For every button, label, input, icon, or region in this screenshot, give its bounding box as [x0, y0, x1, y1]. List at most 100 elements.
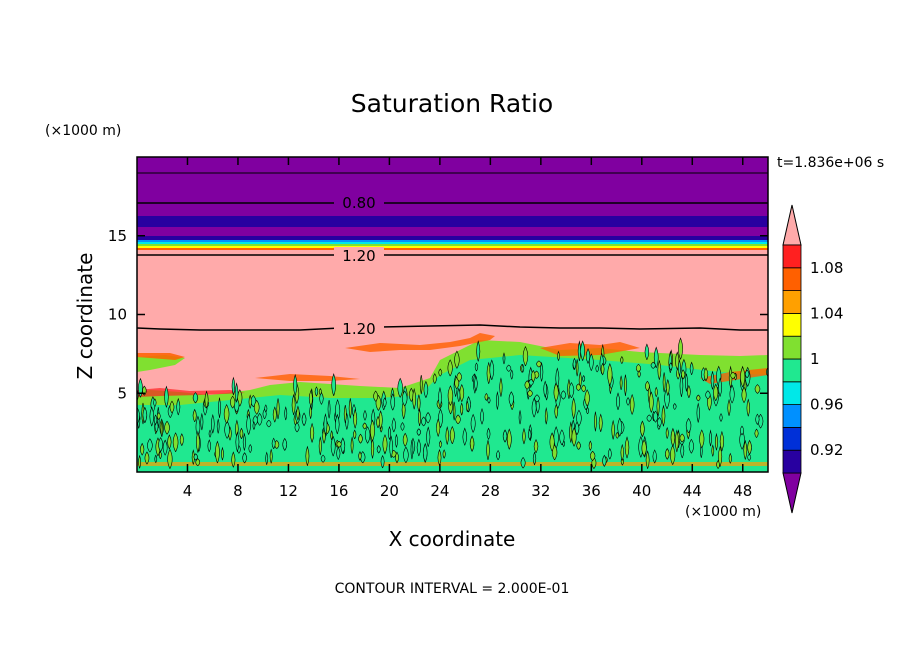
transition-band-green	[137, 244, 768, 246]
eddy-contour	[204, 390, 209, 409]
colorbar-segment	[782, 335, 802, 360]
x-tick-label: 28	[481, 482, 500, 500]
eddy-contour	[657, 417, 662, 427]
eddy-contour	[495, 391, 499, 410]
eddy-contour	[571, 397, 576, 420]
eddy-contour	[373, 390, 379, 402]
eddy-contour	[588, 353, 594, 371]
eddy-contour	[358, 451, 362, 461]
eddy-contour	[718, 377, 723, 397]
eddy-contour	[410, 439, 414, 460]
eddy-contour	[138, 454, 142, 469]
eddy-contour	[336, 440, 342, 448]
eddy-contour	[218, 397, 221, 418]
eddy-contour	[508, 391, 514, 407]
eddy-contour	[400, 422, 405, 431]
eddy-contour	[469, 435, 475, 452]
eddy-contour	[652, 449, 657, 464]
eddy-contour	[521, 363, 525, 373]
eddy-contour	[474, 375, 478, 391]
eddy-contour	[445, 426, 449, 445]
eddy-contour	[678, 337, 683, 360]
eddy-contour	[754, 384, 761, 394]
contour-label-120-mid: 1.20	[342, 320, 375, 338]
eddy-contour	[142, 406, 148, 423]
eddy-contour	[301, 412, 307, 426]
eddy-contour	[179, 433, 184, 446]
eddy-contour	[572, 357, 577, 370]
eddy-contour	[544, 407, 548, 425]
eddy-contour	[616, 392, 620, 411]
eddy-contour	[438, 386, 442, 408]
eddy-contour	[487, 396, 491, 404]
eddy-contour	[522, 345, 529, 367]
colorbar-segment	[782, 381, 802, 405]
eddy-contour	[687, 384, 691, 398]
eddy-contour	[153, 398, 157, 407]
eddy-contour	[421, 416, 427, 427]
colorbar-segment	[782, 449, 802, 474]
eddy-contour	[221, 446, 224, 461]
eddy-contour	[568, 382, 575, 399]
y-tick-label: 15	[108, 227, 127, 245]
eddy-contour	[496, 449, 501, 461]
contour-line-120-mid	[136, 324, 768, 331]
x-tick-label: 16	[329, 482, 348, 500]
eddy-contour	[594, 411, 597, 432]
eddy-contour	[527, 389, 533, 397]
eddy-contour	[253, 399, 260, 415]
eddy-contour	[629, 393, 635, 415]
y-axis-ticks: 5 10 15	[108, 227, 768, 402]
eddy-contour	[502, 429, 508, 443]
transition-band-blue	[137, 240, 768, 242]
eddy-contour	[403, 446, 409, 464]
eddy-contour	[248, 444, 253, 453]
contour-label-bg-120-mid	[334, 320, 384, 337]
contour-label-080: 0.80	[342, 194, 375, 212]
eddy-contour	[310, 422, 315, 443]
eddy-contour	[215, 440, 220, 464]
eddy-contour	[196, 430, 200, 453]
eddy-contour	[353, 429, 357, 440]
eddy-contour	[740, 366, 746, 388]
eddy-contour	[353, 408, 358, 429]
eddy-contour	[571, 427, 577, 447]
eddy-contour	[580, 340, 585, 361]
colorbar: 1.08 1.04 1 0.96 0.92	[782, 204, 843, 514]
eddy-contour	[679, 433, 685, 443]
eddy-contour	[705, 390, 711, 400]
y-axis-title: Z coordinate	[73, 253, 97, 380]
eddy-contour	[641, 439, 647, 457]
eddy-contour	[167, 434, 172, 450]
eddy-contour	[193, 453, 198, 461]
eddy-contour	[696, 394, 701, 402]
eddy-contour	[531, 397, 537, 418]
eddy-contour	[600, 362, 605, 376]
eddy-contour	[149, 406, 154, 427]
eddy-contour	[640, 420, 645, 437]
eddy-contour	[402, 432, 408, 447]
eddy-contour	[319, 392, 324, 405]
transition-band-cyan	[137, 242, 768, 244]
eddy-contour	[626, 397, 630, 406]
contour-plot-area	[137, 157, 768, 472]
eddy-contour	[208, 429, 212, 438]
eddy-contour	[718, 445, 723, 467]
eddy-contour	[350, 436, 354, 454]
eddy-contour	[439, 440, 442, 448]
left-red-fringe	[137, 353, 185, 360]
eddy-contour	[284, 406, 288, 421]
eddy-contour	[557, 350, 560, 361]
colorbar-min-triangle	[782, 472, 802, 514]
eddy-contour	[156, 412, 161, 420]
colorbar-label: 0.92	[810, 441, 843, 459]
colorbar-label: 1	[810, 350, 820, 368]
eddy-contour	[391, 417, 396, 433]
eddy-contour	[746, 398, 750, 417]
eddy-contour	[657, 359, 662, 380]
eddy-contour	[432, 373, 437, 384]
eddy-contour	[665, 427, 669, 439]
eddy-contour	[680, 442, 685, 459]
eddy-contour	[644, 343, 650, 361]
eddy-contour	[703, 367, 709, 382]
